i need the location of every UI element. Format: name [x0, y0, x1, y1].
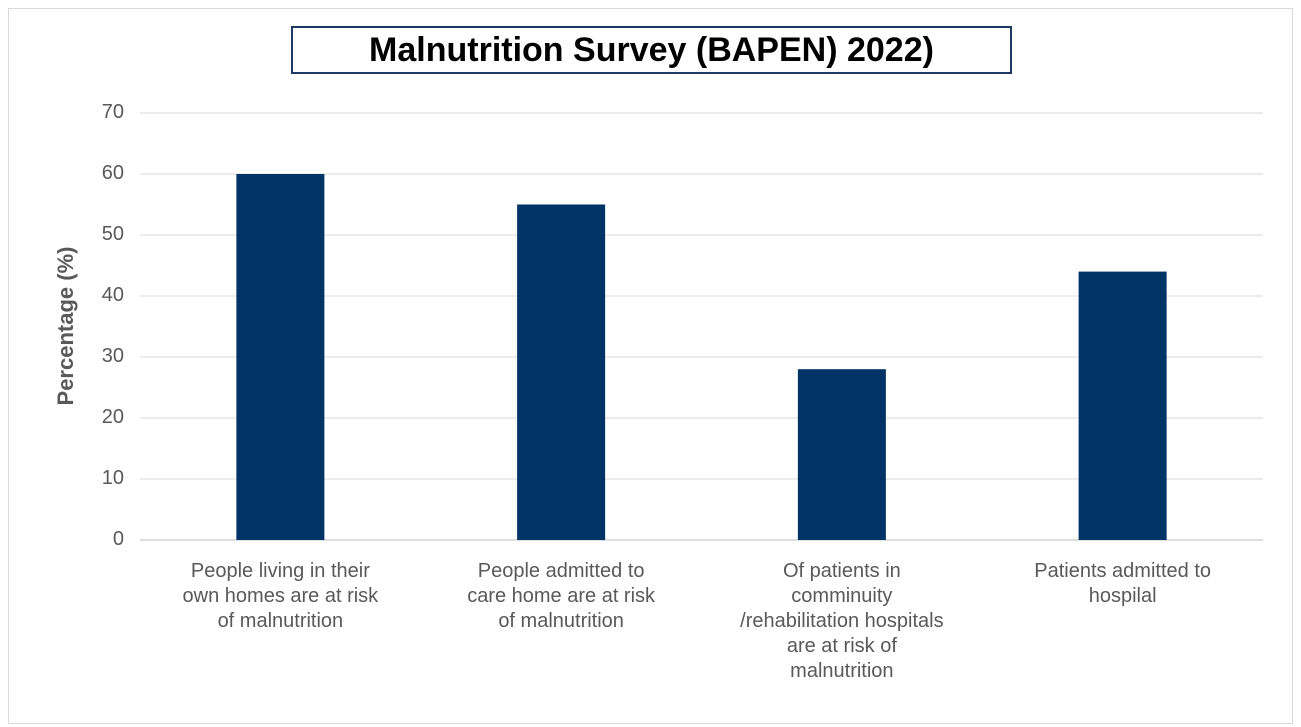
x-tick-label: Patients admitted to hospilal — [1034, 560, 1212, 607]
y-tick-label: 50 — [101, 223, 124, 245]
x-tick-label: Of patients in comminuity /rehabilitatio… — [740, 560, 944, 682]
chart-title-box: Malnutrition Survey (BAPEN) 2022) — [291, 26, 1012, 74]
y-tick-label: 70 — [101, 101, 124, 123]
y-tick-label: 20 — [101, 406, 124, 428]
y-tick-label: 30 — [101, 345, 124, 367]
x-tick-label: People living in their own homes are at … — [182, 560, 379, 632]
y-axis-label: Percentage (%) — [53, 246, 78, 406]
bar — [1078, 271, 1167, 540]
bar — [517, 204, 606, 540]
chart-title: Malnutrition Survey (BAPEN) 2022) — [369, 30, 934, 69]
x-tick-label: People admitted to care home are at risk… — [467, 560, 656, 632]
y-tick-label: 0 — [112, 528, 124, 550]
y-tick-label: 10 — [101, 467, 124, 489]
y-tick-label: 40 — [101, 284, 124, 306]
bar — [797, 369, 886, 540]
y-tick-label: 60 — [101, 162, 124, 184]
bar — [236, 174, 325, 540]
